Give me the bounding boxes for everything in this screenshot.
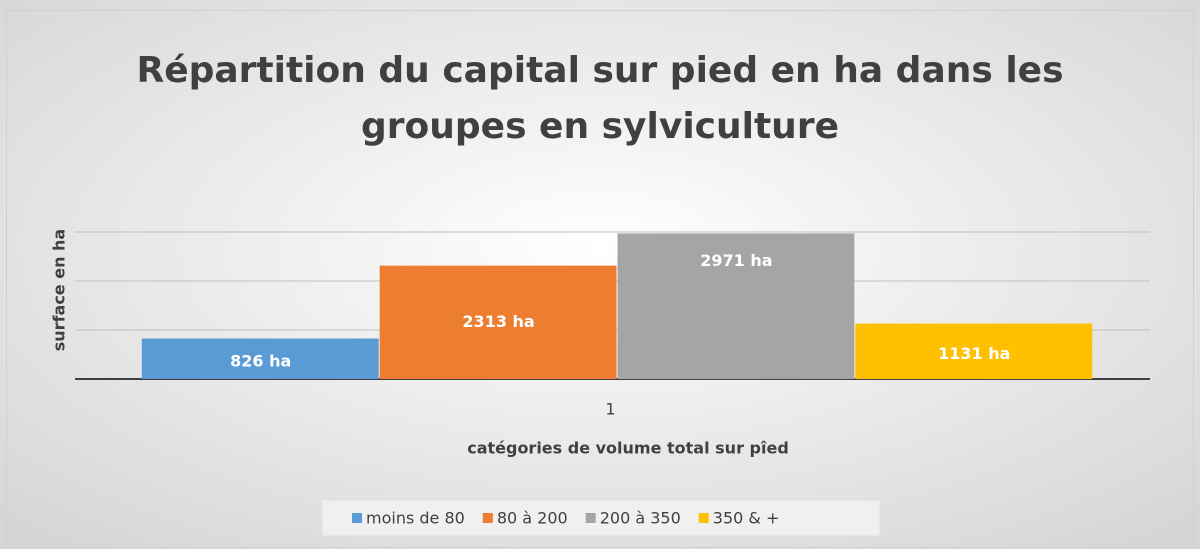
data-label: 826 ha — [230, 351, 291, 370]
chart-title: Répartition du capital sur pied en ha da… — [136, 50, 1063, 147]
legend-swatch — [698, 513, 709, 523]
bar — [141, 338, 379, 379]
legend-swatch — [352, 513, 362, 523]
legend-label: moins de 80 — [366, 509, 465, 528]
x-axis-label: catégories de volume total sur pîed — [467, 439, 789, 458]
bar — [617, 233, 855, 379]
data-label: 1131 ha — [938, 344, 1010, 363]
legend-label: 80 à 200 — [497, 509, 568, 528]
legend-label: 350 & + — [713, 509, 780, 528]
data-label: 2971 ha — [700, 251, 772, 270]
legend-box — [321, 499, 881, 537]
bar — [379, 265, 617, 379]
bar — [855, 323, 1093, 379]
legend-swatch — [482, 513, 493, 523]
legend-swatch — [585, 513, 596, 523]
x-tick-label: 1 — [605, 400, 615, 419]
data-label: 2313 ha — [462, 312, 534, 331]
y-axis-label: surface en ha — [50, 229, 69, 351]
frame — [6, 10, 1194, 548]
legend-label: 200 à 350 — [600, 509, 681, 528]
